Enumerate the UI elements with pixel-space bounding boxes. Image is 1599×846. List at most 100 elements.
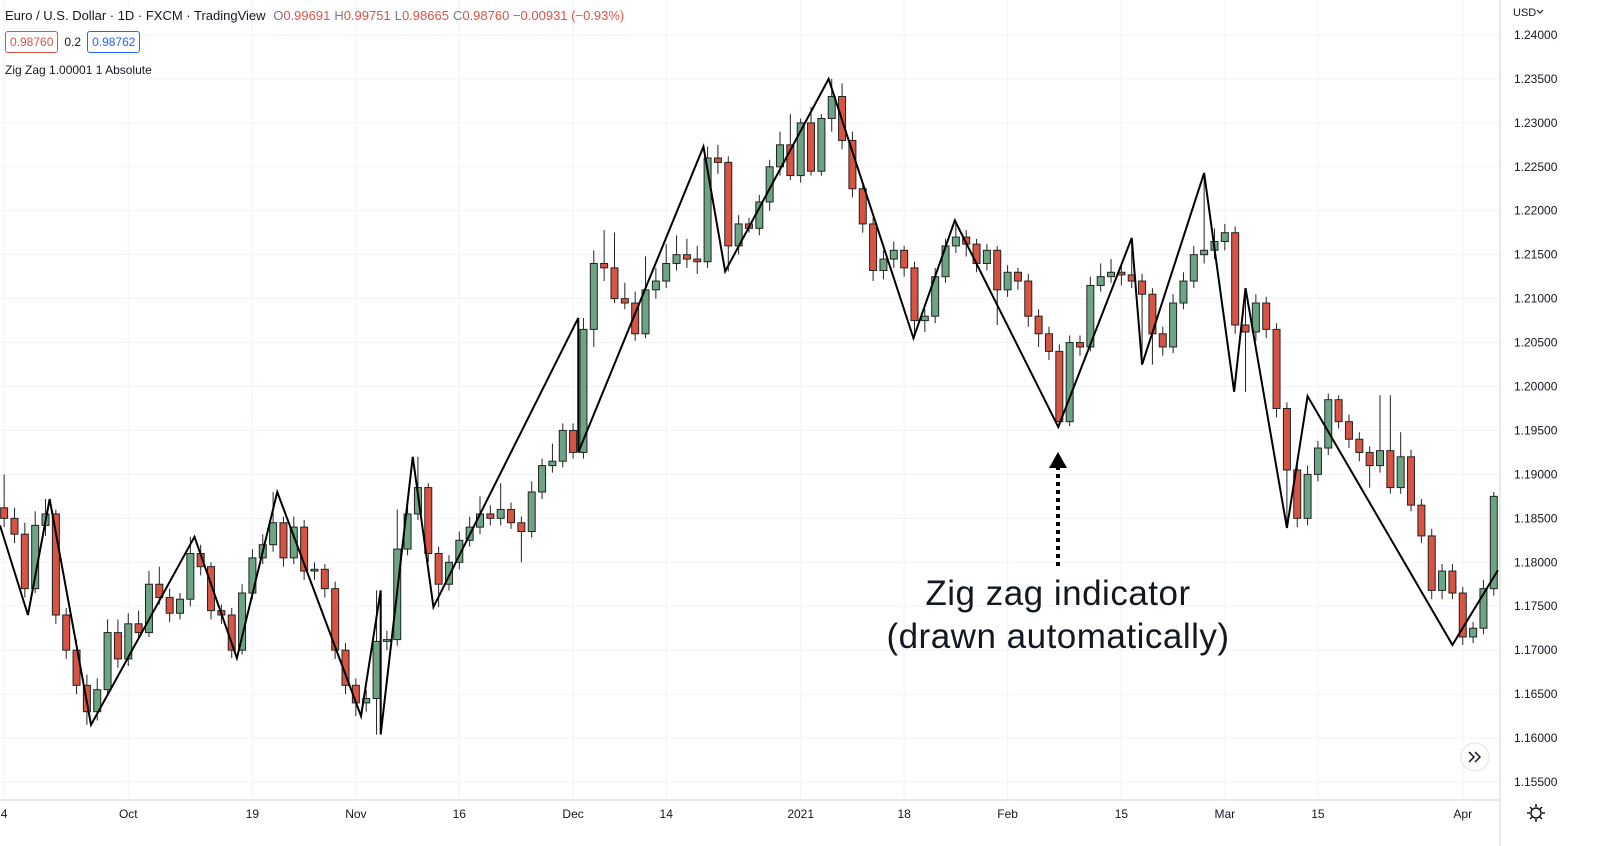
candle-body	[176, 598, 184, 614]
ohlc-value: 0.98665	[401, 8, 449, 23]
candle-body	[651, 280, 660, 291]
candle-body	[579, 328, 588, 453]
candle-body	[434, 552, 443, 585]
candle-body	[889, 249, 898, 260]
candle-body	[269, 522, 278, 546]
x-tick-label: 4	[1, 807, 8, 821]
candle-body	[372, 640, 381, 699]
y-tick-label: 1.19000	[1514, 467, 1558, 481]
candle-body	[807, 122, 816, 172]
buy-button[interactable]: 0.98762	[87, 31, 141, 53]
candle-body	[507, 509, 516, 524]
candle-body	[310, 568, 319, 572]
x-tick-label: Mar	[1214, 807, 1235, 821]
candle-body	[610, 267, 619, 300]
candle-body	[776, 144, 784, 168]
x-tick-label: 15	[1311, 807, 1325, 821]
candle-body	[1044, 333, 1053, 352]
candle-body	[527, 491, 536, 533]
y-tick-label: 1.16000	[1514, 731, 1558, 745]
candle-body	[62, 614, 71, 651]
candle-body	[1096, 276, 1105, 286]
annotation: Zig zag indicator (drawn automatically)	[830, 572, 1286, 658]
candle-body	[920, 315, 929, 322]
candle-body	[517, 522, 526, 533]
indicator-legend[interactable]: Zig Zag 1.00001 1 Absolute	[5, 63, 152, 77]
currency-chevron	[1536, 9, 1544, 14]
candle-body	[1427, 535, 1436, 591]
y-tick-label: 1.21500	[1514, 248, 1558, 262]
ohlc-label: L	[394, 8, 402, 23]
candle-body	[1220, 232, 1229, 243]
candle-body	[879, 258, 888, 272]
candle-body	[827, 95, 836, 119]
candle-body	[817, 117, 826, 172]
ohlc-value: 0.99751	[343, 8, 391, 23]
currency[interactable]: USD	[1513, 7, 1536, 19]
y-tick-label: 1.20000	[1514, 380, 1558, 394]
candle-body	[1200, 249, 1209, 256]
candle-body	[1055, 350, 1064, 423]
candle-body	[186, 552, 195, 600]
candle-body	[765, 166, 774, 203]
candle-body	[10, 517, 19, 535]
candle-body	[51, 513, 60, 616]
symbol[interactable]: Euro / U.S. Dollar · 1D · FXCM · Trading…	[5, 8, 266, 23]
candle-body	[103, 632, 112, 691]
candle-body	[538, 465, 547, 493]
ohlc-value: 0.99691	[283, 8, 331, 23]
zigzag-line	[0, 76, 1499, 735]
annotation-line: Zig zag indicator	[925, 574, 1191, 613]
candle-body	[1293, 469, 1302, 519]
candle-body	[1138, 280, 1147, 295]
settings-button[interactable]	[1527, 804, 1545, 822]
sell-button[interactable]: 0.98760	[5, 31, 59, 53]
candle-body	[1107, 271, 1116, 278]
annotation-arrowhead	[1049, 452, 1067, 468]
candle-body	[1189, 254, 1198, 282]
x-tick-label: Feb	[997, 807, 1018, 821]
candle-body	[496, 509, 505, 519]
candle-body	[455, 539, 464, 563]
candle-body	[134, 623, 143, 634]
candle-body	[1479, 588, 1488, 629]
x-tick-label: 18	[897, 807, 911, 821]
spread: 0.2	[64, 35, 82, 49]
y-tick-label: 1.23000	[1514, 116, 1558, 130]
ohlc-label: O	[273, 8, 284, 23]
candle-body	[1034, 315, 1043, 335]
candle-body	[569, 429, 578, 453]
x-tick-label: 16	[453, 807, 467, 821]
candle-body	[486, 513, 495, 519]
candle-body	[631, 302, 640, 335]
candle-body	[600, 262, 609, 269]
candle-body	[548, 460, 557, 467]
candle-body	[1262, 302, 1271, 330]
candle-body	[1448, 570, 1457, 594]
y-tick-label: 1.16500	[1514, 687, 1558, 701]
candle-body	[424, 487, 433, 554]
y-tick-label: 1.22500	[1514, 160, 1558, 174]
y-tick-label: 1.18000	[1514, 555, 1558, 569]
candle-body	[1303, 473, 1312, 519]
x-tick-label: Dec	[562, 807, 583, 821]
candle-body	[1376, 450, 1384, 467]
candle-body	[910, 267, 919, 322]
candle-body	[1334, 399, 1343, 423]
candle-body	[858, 188, 867, 225]
candle-body	[207, 566, 216, 612]
candle-body	[1407, 456, 1416, 506]
candle-body	[1489, 495, 1498, 590]
ohlc-label: C	[452, 8, 463, 23]
x-tick-label: 2021	[787, 807, 814, 821]
candle-body	[558, 429, 567, 462]
candle-body	[1169, 302, 1178, 348]
candle-body	[1065, 342, 1074, 423]
candle-body	[713, 157, 722, 163]
candle-body	[1179, 280, 1188, 304]
candle-body	[20, 533, 29, 590]
y-tick-label: 1.24000	[1514, 28, 1558, 42]
candle-body	[672, 254, 681, 264]
candle-body	[444, 561, 453, 585]
